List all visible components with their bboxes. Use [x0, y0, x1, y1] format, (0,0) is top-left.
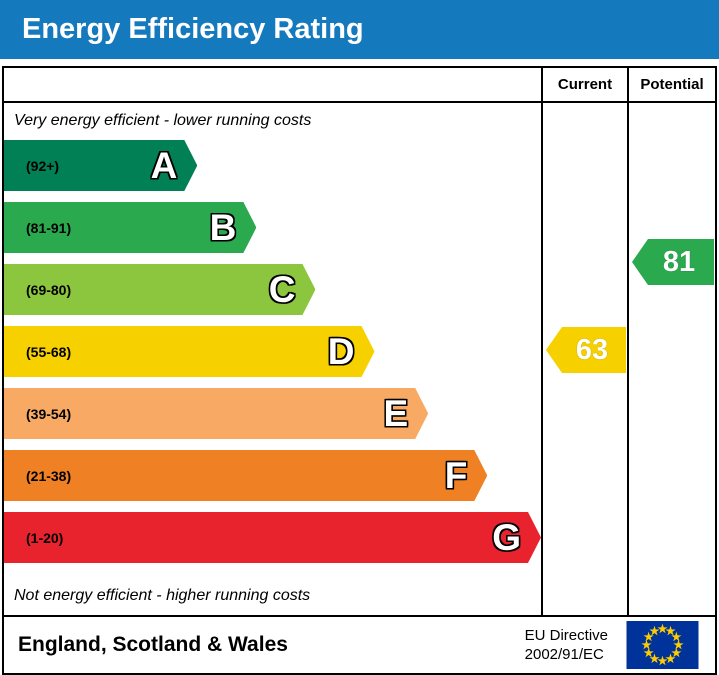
band-letter: F [444, 455, 468, 496]
band-row-e: (39-54) E [4, 388, 541, 439]
band-bar-c: (69-80) C [4, 264, 315, 315]
eu-directive-line1: EU Directive [524, 626, 608, 644]
caption-bottom: Not energy efficient - higher running co… [14, 587, 311, 604]
band-row-d: (55-68) D [4, 326, 541, 377]
band-letter: B [209, 207, 237, 248]
column-header-current: Current [541, 68, 627, 101]
band-letter: C [268, 269, 296, 310]
band-row-b: (81-91) B [4, 202, 541, 253]
band-range-label: (1-20) [26, 529, 64, 546]
current-rating-value: 63 [575, 333, 609, 366]
caption-top: Very energy efficient - lower running co… [14, 112, 312, 129]
band-range-label: (39-54) [26, 405, 72, 422]
band-row-g: (1-20) G [4, 512, 541, 563]
band-range-label: (69-80) [26, 281, 72, 298]
potential-rating-value: 81 [662, 245, 696, 278]
current-rating-column: 63 [541, 103, 627, 615]
band-bar-e: (39-54) E [4, 388, 428, 439]
potential-rating-tag: 81 [632, 239, 714, 285]
current-rating-tag: 63 [546, 327, 626, 373]
chart-body: Very energy efficient - lower running co… [4, 103, 715, 615]
page-title: Energy Efficiency Rating [0, 0, 719, 59]
eu-flag-icon [626, 621, 699, 669]
band-range-label: (81-91) [26, 219, 72, 236]
band-letter: D [327, 331, 355, 372]
band-row-c: (69-80) C [4, 264, 541, 315]
band-bar-b: (81-91) B [4, 202, 256, 253]
band-bar-a: (92+) A [4, 140, 197, 191]
band-row-a: (92+) A [4, 140, 541, 191]
chart-header-row: Current Potential [4, 68, 715, 103]
epc-chart: Current Potential Very energy efficient … [2, 66, 717, 675]
header-spacer [4, 68, 541, 101]
band-range-label: (55-68) [26, 343, 72, 360]
band-range-label: (92+) [26, 157, 60, 174]
region-label: England, Scotland & Wales [18, 633, 288, 656]
band-letter: E [383, 393, 409, 434]
band-letter: A [150, 145, 178, 186]
band-range-label: (21-38) [26, 467, 72, 484]
band-bar-g: (1-20) G [4, 512, 541, 563]
potential-rating-column: 81 [627, 103, 715, 615]
bands-area: Very energy efficient - lower running co… [4, 103, 541, 615]
band-bar-f: (21-38) F [4, 450, 487, 501]
eu-directive-label: EU Directive 2002/91/EC [525, 626, 608, 665]
footer: England, Scotland & Wales EU Directive 2… [4, 615, 715, 673]
band-row-f: (21-38) F [4, 450, 541, 501]
eu-directive-line2: 2002/91/EC [524, 646, 604, 663]
band-bar-d: (55-68) D [4, 326, 375, 377]
band-letter: G [492, 517, 521, 558]
column-header-potential: Potential [627, 68, 715, 101]
